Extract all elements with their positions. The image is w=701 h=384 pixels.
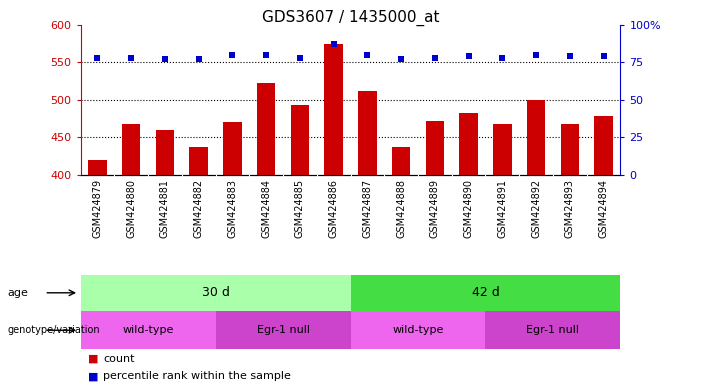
Bar <box>561 124 579 175</box>
Bar <box>358 91 376 175</box>
Text: GSM424880: GSM424880 <box>126 179 136 238</box>
Text: genotype/variation: genotype/variation <box>7 325 100 335</box>
Point <box>362 52 373 58</box>
Text: 42 d: 42 d <box>472 286 499 299</box>
Text: GSM424879: GSM424879 <box>93 179 102 238</box>
Bar <box>81 311 216 349</box>
Text: GSM424893: GSM424893 <box>565 179 575 238</box>
Bar <box>223 122 242 175</box>
Text: ■: ■ <box>88 371 98 381</box>
Point <box>598 53 609 60</box>
Text: GSM424884: GSM424884 <box>261 179 271 238</box>
Point <box>463 53 474 60</box>
Text: GSM424882: GSM424882 <box>193 179 204 238</box>
Text: age: age <box>7 288 28 298</box>
Point <box>497 55 508 61</box>
Text: GSM424890: GSM424890 <box>463 179 474 238</box>
Point <box>227 52 238 58</box>
Bar <box>216 311 350 349</box>
Point <box>193 56 204 63</box>
Text: GSM424887: GSM424887 <box>362 179 372 238</box>
Point <box>159 56 170 63</box>
Bar <box>493 124 512 175</box>
Text: wild-type: wild-type <box>393 325 444 335</box>
Text: count: count <box>103 354 135 364</box>
Bar <box>594 116 613 175</box>
Text: GSM424888: GSM424888 <box>396 179 406 238</box>
Bar <box>88 160 107 175</box>
Bar <box>156 130 175 175</box>
Bar <box>122 124 140 175</box>
Point <box>328 41 339 48</box>
Text: GSM424886: GSM424886 <box>329 179 339 238</box>
Point <box>294 55 306 61</box>
Text: wild-type: wild-type <box>123 325 174 335</box>
Text: Egr-1 null: Egr-1 null <box>526 325 580 335</box>
Text: GSM424885: GSM424885 <box>295 179 305 238</box>
Bar <box>81 275 350 311</box>
Point <box>261 52 272 58</box>
Bar <box>526 100 545 175</box>
Point <box>531 52 542 58</box>
Text: percentile rank within the sample: percentile rank within the sample <box>103 371 291 381</box>
Text: Egr-1 null: Egr-1 null <box>257 325 310 335</box>
Text: GSM424894: GSM424894 <box>599 179 608 238</box>
Point <box>429 55 440 61</box>
Text: GSM424891: GSM424891 <box>497 179 508 238</box>
Text: GSM424883: GSM424883 <box>227 179 238 238</box>
Point <box>92 55 103 61</box>
Text: GSM424881: GSM424881 <box>160 179 170 238</box>
Bar <box>426 121 444 175</box>
Bar <box>325 44 343 175</box>
Bar <box>189 147 208 175</box>
Bar <box>392 147 410 175</box>
Bar <box>350 311 485 349</box>
Text: GSM424892: GSM424892 <box>531 179 541 238</box>
Bar <box>350 275 620 311</box>
Bar <box>291 105 309 175</box>
Text: GDS3607 / 1435000_at: GDS3607 / 1435000_at <box>261 10 440 26</box>
Text: 30 d: 30 d <box>202 286 229 299</box>
Text: GSM424889: GSM424889 <box>430 179 440 238</box>
Bar <box>459 113 478 175</box>
Point <box>395 56 407 63</box>
Bar <box>485 311 620 349</box>
Point <box>564 53 576 60</box>
Point <box>125 55 137 61</box>
Text: ■: ■ <box>88 354 98 364</box>
Bar <box>257 83 275 175</box>
